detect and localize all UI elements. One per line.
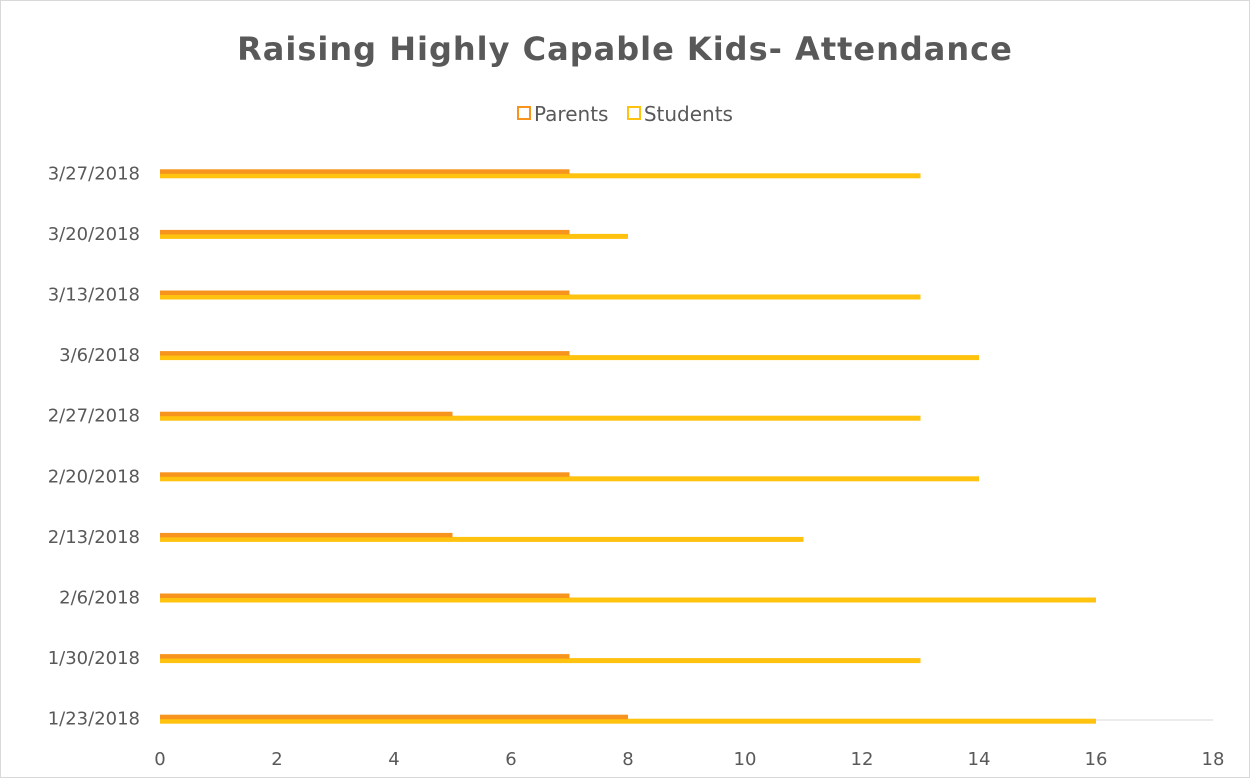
x-tick-label: 12 xyxy=(851,749,874,770)
y-tick-label: 2/27/2018 xyxy=(48,406,140,427)
y-tick-label: 3/13/2018 xyxy=(48,285,140,306)
x-tick-label: 4 xyxy=(388,749,399,770)
x-tick-label: 6 xyxy=(505,749,516,770)
bar-parents xyxy=(160,351,570,356)
legend-swatch-parents xyxy=(517,106,532,120)
legend-item-students: Students xyxy=(626,102,733,126)
bar-students xyxy=(160,173,921,179)
bar-students xyxy=(160,536,804,542)
y-tick-label: 2/6/2018 xyxy=(59,588,140,609)
bar-parents xyxy=(160,593,570,598)
bar-students xyxy=(160,294,921,300)
bar-parents xyxy=(160,714,628,720)
y-tick-label: 2/13/2018 xyxy=(48,527,140,548)
bar-students xyxy=(160,718,1096,724)
x-tick-label: 2 xyxy=(271,749,282,770)
y-tick-label: 3/20/2018 xyxy=(48,224,140,245)
bar-students xyxy=(160,476,979,482)
bar-students xyxy=(160,233,628,239)
bar-students xyxy=(160,658,921,664)
bar-students xyxy=(160,597,1096,603)
bar-students xyxy=(160,355,979,361)
x-tick-label: 16 xyxy=(1085,749,1108,770)
bar-parents xyxy=(160,532,453,538)
x-tick-label: 10 xyxy=(734,749,757,770)
x-tick-label: 8 xyxy=(622,749,633,770)
legend: Parents Students xyxy=(0,102,1250,126)
y-tick-label: 3/27/2018 xyxy=(48,163,140,184)
legend-item-parents: Parents xyxy=(517,102,608,126)
bar-parents xyxy=(160,472,570,477)
y-tick-label: 1/23/2018 xyxy=(48,709,140,730)
bar-parents xyxy=(160,229,570,235)
x-tick-label: 14 xyxy=(968,749,991,770)
bar-parents xyxy=(160,290,570,295)
chart-title: Raising Highly Capable Kids- Attendance xyxy=(237,30,1013,68)
y-tick-label: 2/20/2018 xyxy=(48,466,140,487)
y-tick-label: 3/6/2018 xyxy=(59,345,140,366)
bar-parents xyxy=(160,654,570,659)
legend-label-parents: Parents xyxy=(534,102,609,126)
bar-parents xyxy=(160,169,570,174)
legend-swatch-students xyxy=(626,106,641,120)
x-tick-label: 18 xyxy=(1202,749,1225,770)
y-tick-label: 1/30/2018 xyxy=(48,648,140,669)
bar-parents xyxy=(160,411,453,417)
legend-label-students: Students xyxy=(643,102,733,126)
x-tick-label: 0 xyxy=(154,749,165,770)
bar-students xyxy=(160,415,921,421)
